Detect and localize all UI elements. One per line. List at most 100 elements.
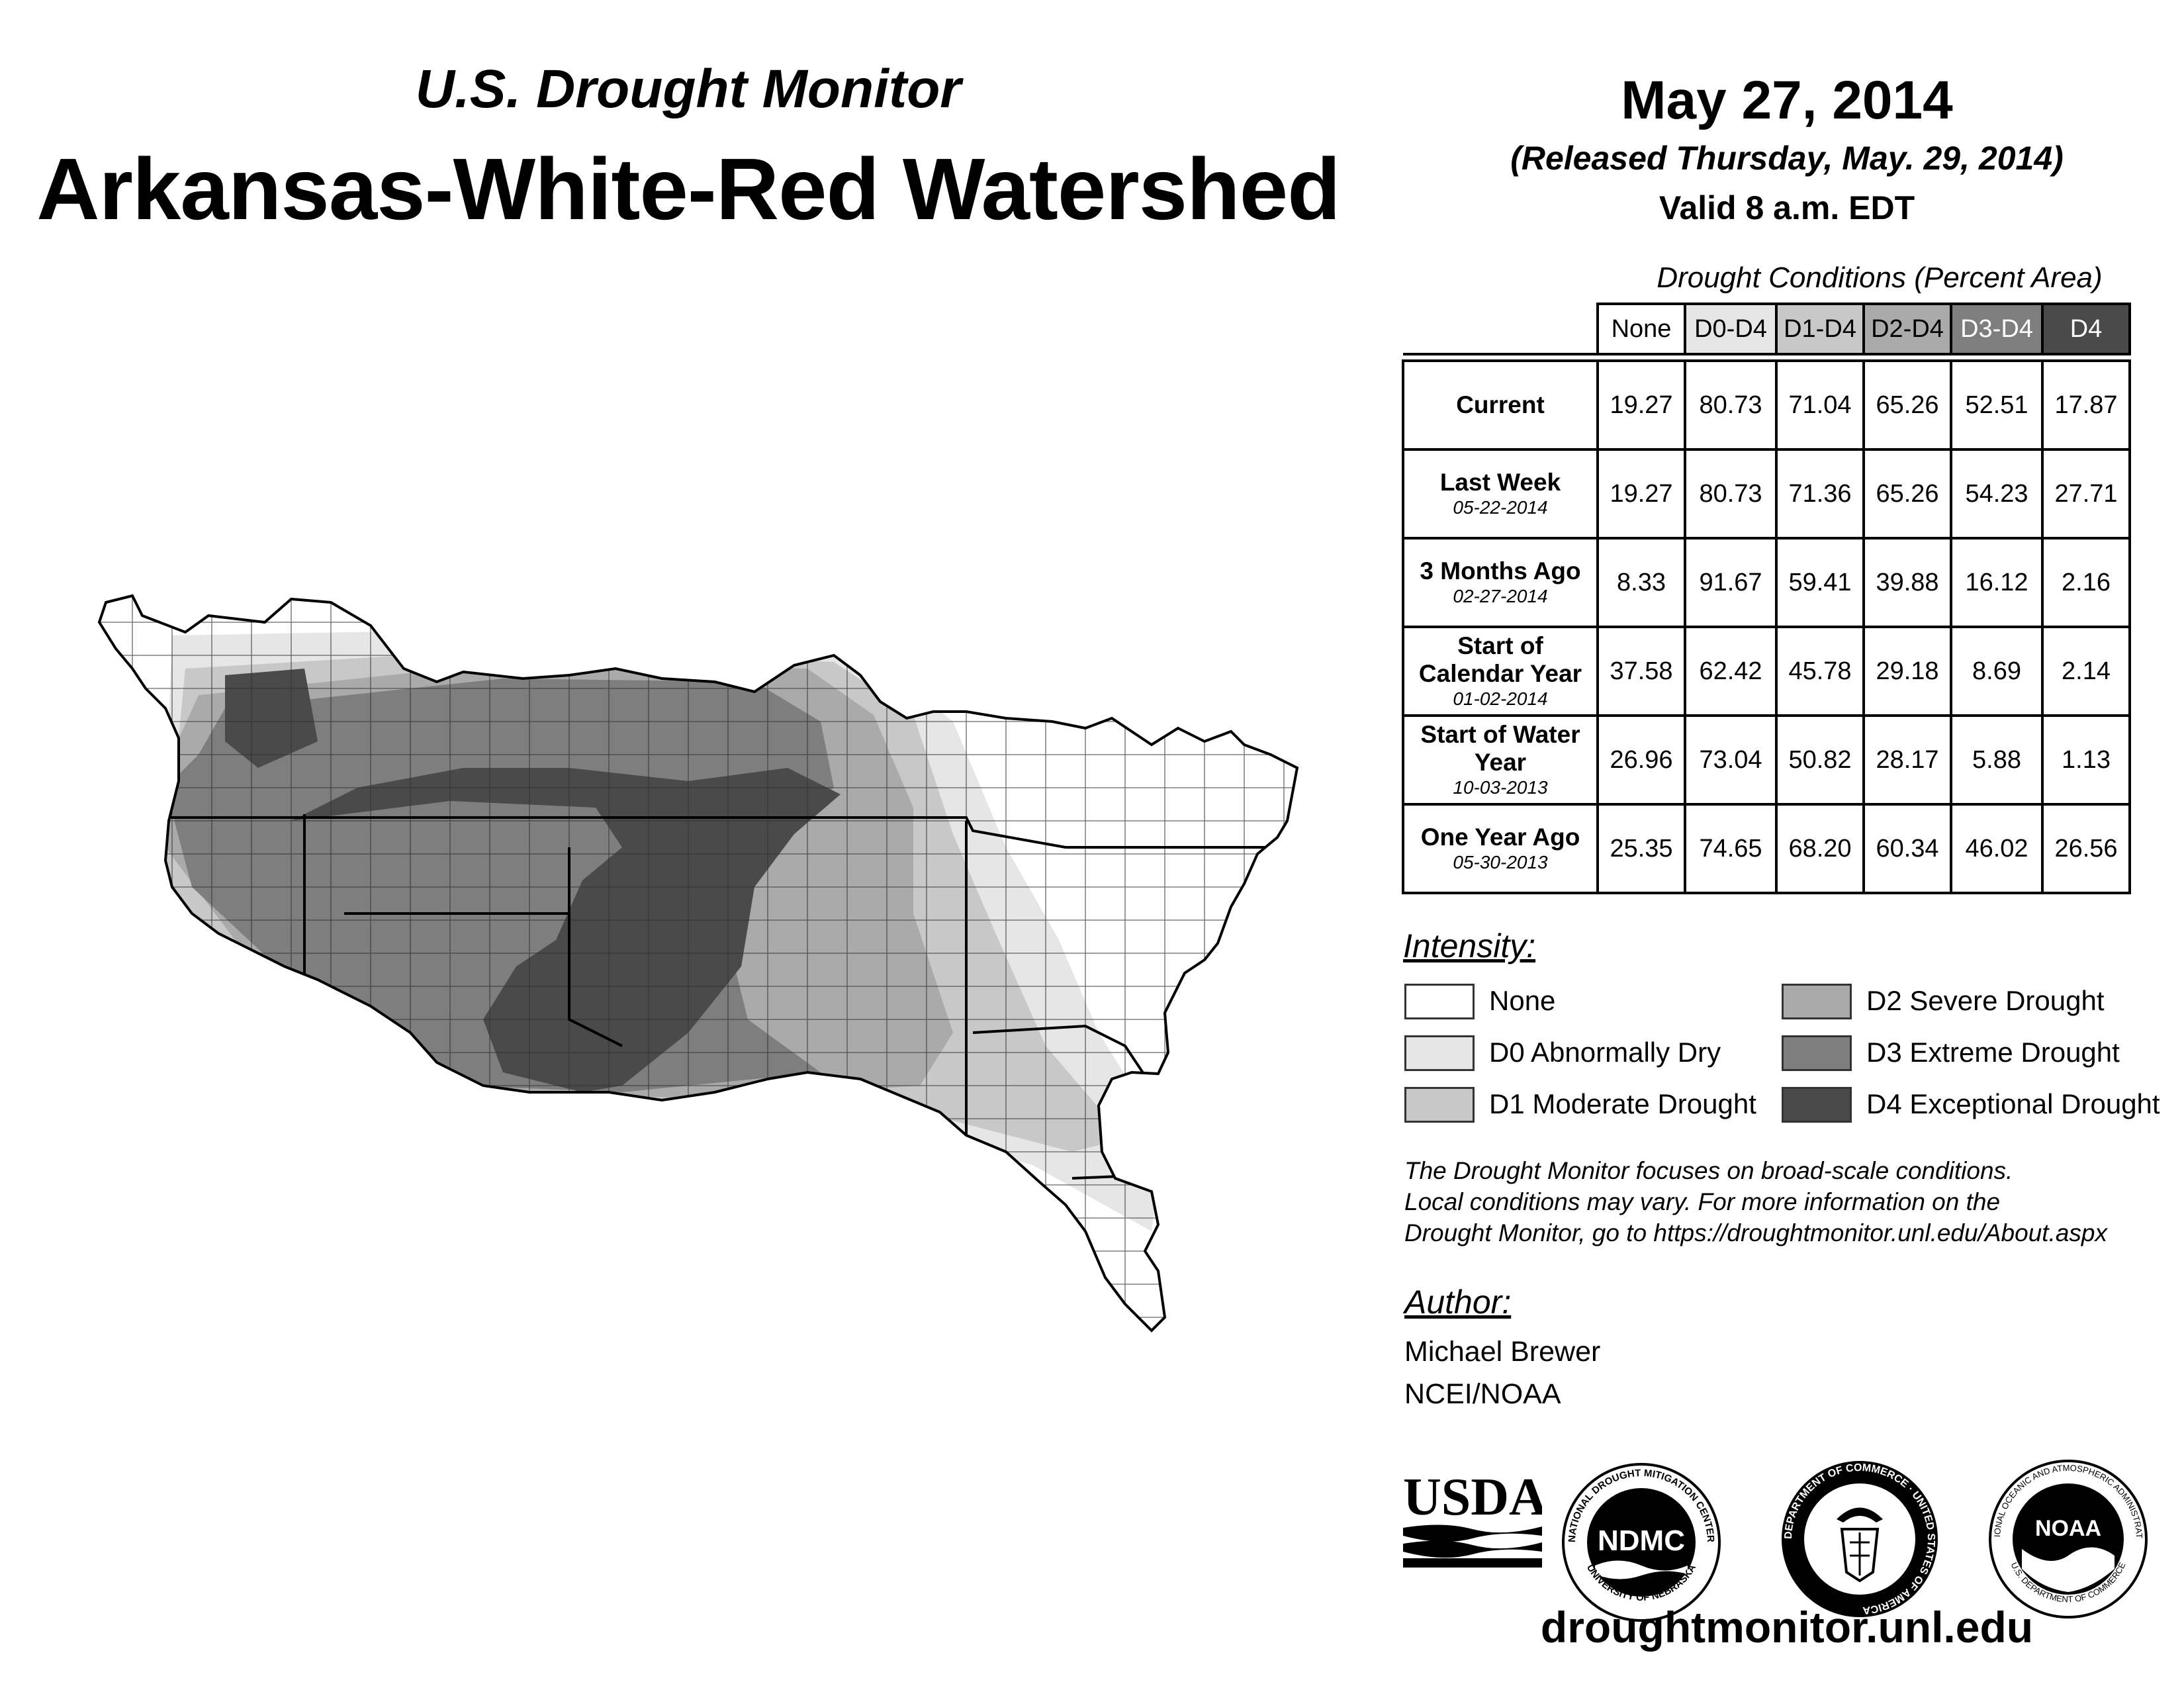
noaa-logo-text: NOAA <box>2035 1516 2101 1541</box>
drought-map <box>97 594 1299 1333</box>
col-header-d1-d4: D1-D4 <box>1775 303 1865 355</box>
table-cell: 16.12 <box>1950 537 2044 628</box>
table-cell: 80.73 <box>1684 359 1778 451</box>
doc-seal-logo: DEPARTMENT OF COMMERCE · UNITED STATES O… <box>1782 1461 1938 1617</box>
table-cell: 65.26 <box>1862 448 1952 539</box>
table-cell: 8.33 <box>1596 537 1686 628</box>
disclaimer-note: The Drought Monitor focuses on broad-sca… <box>1404 1155 2107 1248</box>
legend-title: Intensity: <box>1403 927 1536 964</box>
row-label: Start of Water Year 10-03-2013 <box>1402 714 1599 806</box>
legend-label-d1: D1 Moderate Drought <box>1489 1088 1756 1119</box>
table-cell: 80.73 <box>1684 448 1778 539</box>
ndmc-logo: NDMC NATIONAL DROUGHT MITIGATION CENTER … <box>1562 1463 1721 1622</box>
row-label-text: Current <box>1456 391 1545 418</box>
table-gap <box>1403 354 2130 361</box>
row-label: Current <box>1402 359 1599 451</box>
table-cell: 50.82 <box>1775 714 1865 806</box>
legend-swatch-d1 <box>1404 1087 1475 1123</box>
table-cell: 54.23 <box>1950 448 2044 539</box>
table-cell: 46.02 <box>1950 803 2044 894</box>
row-label-text: Start of Water Year <box>1420 721 1580 776</box>
table-cell: 60.34 <box>1862 803 1952 894</box>
table-cell: 71.04 <box>1775 359 1865 451</box>
row-date: 10-03-2013 <box>1453 777 1548 798</box>
table-cell: 45.78 <box>1775 626 1865 717</box>
table-row: 3 Months Ago 02-27-2014 8.33 91.67 59.41 … <box>1402 537 2131 628</box>
release-date: (Released Thursday, May. 29, 2014) <box>1510 140 2064 177</box>
row-label-text: Start of Calendar Year <box>1418 632 1582 687</box>
usda-logo-text: USDA <box>1403 1470 1542 1526</box>
table-row: One Year Ago 05-30-2013 25.35 74.65 68.20… <box>1402 803 2131 894</box>
table-cell: 2.14 <box>2041 626 2131 717</box>
row-label: One Year Ago 05-30-2013 <box>1402 803 1599 894</box>
table-cell: 74.65 <box>1684 803 1778 894</box>
map-title: Arkansas-White-Red Watershed <box>36 140 1341 238</box>
row-date: 05-22-2014 <box>1453 497 1548 518</box>
author-org: NCEI/NOAA <box>1404 1378 1561 1410</box>
row-label: 3 Months Ago 02-27-2014 <box>1402 537 1599 628</box>
noaa-logo: NOAA NATIONAL OCEANIC AND ATMOSPHERIC AD… <box>1985 1456 2148 1618</box>
table-cell: 5.88 <box>1950 714 2044 806</box>
table-cell: 28.17 <box>1862 714 1952 806</box>
ndmc-logo-text: NDMC <box>1598 1524 1685 1557</box>
row-label-text: 3 Months Ago <box>1420 557 1581 585</box>
legend-swatch-d0 <box>1404 1035 1475 1071</box>
table-cell: 73.04 <box>1684 714 1778 806</box>
valid-time: Valid 8 a.m. EDT <box>1659 189 1915 226</box>
map-subtitle: U.S. Drought Monitor <box>415 59 962 119</box>
table-cell: 52.51 <box>1950 359 2044 451</box>
legend-swatch-d2 <box>1782 984 1852 1019</box>
table-cell: 59.41 <box>1775 537 1865 628</box>
note-line: Drought Monitor, go to https://droughtmo… <box>1404 1219 2107 1246</box>
usda-logo: USDA <box>1403 1470 1542 1568</box>
table-cell: 37.58 <box>1596 626 1686 717</box>
table-cell: 62.42 <box>1684 626 1778 717</box>
legend-label-d0: D0 Abnormally Dry <box>1489 1037 1721 1068</box>
row-label: Last Week 05-22-2014 <box>1402 448 1599 539</box>
table-row: Current 19.27 80.73 71.04 65.26 52.51 17… <box>1402 359 2131 451</box>
drought-conditions-table: None D0-D4 D1-D4 D2-D4 D3-D4 D4 Current … <box>1402 303 2131 894</box>
col-header-d0-d4: D0-D4 <box>1684 303 1778 355</box>
note-line: The Drought Monitor focuses on broad-sca… <box>1404 1157 2013 1184</box>
table-cell: 19.27 <box>1596 448 1686 539</box>
table-cell: 71.36 <box>1775 448 1865 539</box>
legend-label-d2: D2 Severe Drought <box>1866 985 2105 1016</box>
table-row: Start of Calendar Year 01-02-2014 37.58 6… <box>1402 626 2131 717</box>
table-cell: 26.96 <box>1596 714 1686 806</box>
col-header-d3-d4: D3-D4 <box>1950 303 2044 355</box>
row-date: 02-27-2014 <box>1453 586 1548 606</box>
legend-label-none: None <box>1489 985 1556 1016</box>
table-row: Start of Water Year 10-03-2013 26.96 73.0… <box>1402 714 2131 806</box>
table-cell: 2.16 <box>2041 537 2131 628</box>
table-cell: 39.88 <box>1862 537 1952 628</box>
website-link[interactable]: droughtmonitor.unl.edu <box>1540 1603 2034 1652</box>
col-header-d2-d4: D2-D4 <box>1862 303 1952 355</box>
table-cell: 25.35 <box>1596 803 1686 894</box>
table-cell: 91.67 <box>1684 537 1778 628</box>
row-date: 05-30-2013 <box>1453 852 1548 872</box>
table-corner <box>1403 304 1598 355</box>
author-block: Michael Brewer NCEI/NOAA <box>1404 1331 1600 1415</box>
table-cell: 8.69 <box>1950 626 2044 717</box>
table-cell: 29.18 <box>1862 626 1952 717</box>
table-cell: 17.87 <box>2041 359 2131 451</box>
row-label: Start of Calendar Year 01-02-2014 <box>1402 626 1599 717</box>
table-cell: 19.27 <box>1596 359 1686 451</box>
legend-label-d4: D4 Exceptional Drought <box>1866 1088 2160 1119</box>
row-date: 01-02-2014 <box>1453 688 1548 709</box>
col-header-d4: D4 <box>2041 303 2131 355</box>
author-name: Michael Brewer <box>1404 1336 1601 1368</box>
table-cell: 68.20 <box>1775 803 1865 894</box>
table-cell: 26.56 <box>2041 803 2131 894</box>
author-heading: Author: <box>1404 1284 1512 1321</box>
legend-swatch-d3 <box>1782 1035 1852 1071</box>
col-header-none: None <box>1596 303 1686 355</box>
table-cell: 1.13 <box>2041 714 2131 806</box>
legend-label-d3: D3 Extreme Drought <box>1866 1037 2120 1068</box>
row-label-text: One Year Ago <box>1420 823 1580 851</box>
table-row: Last Week 05-22-2014 19.27 80.73 71.36 65… <box>1402 448 2131 539</box>
map-date: May 27, 2014 <box>1621 70 1953 130</box>
row-label-text: Last Week <box>1439 469 1561 496</box>
table-cell: 27.71 <box>2041 448 2131 539</box>
legend-swatch-none <box>1404 984 1475 1019</box>
